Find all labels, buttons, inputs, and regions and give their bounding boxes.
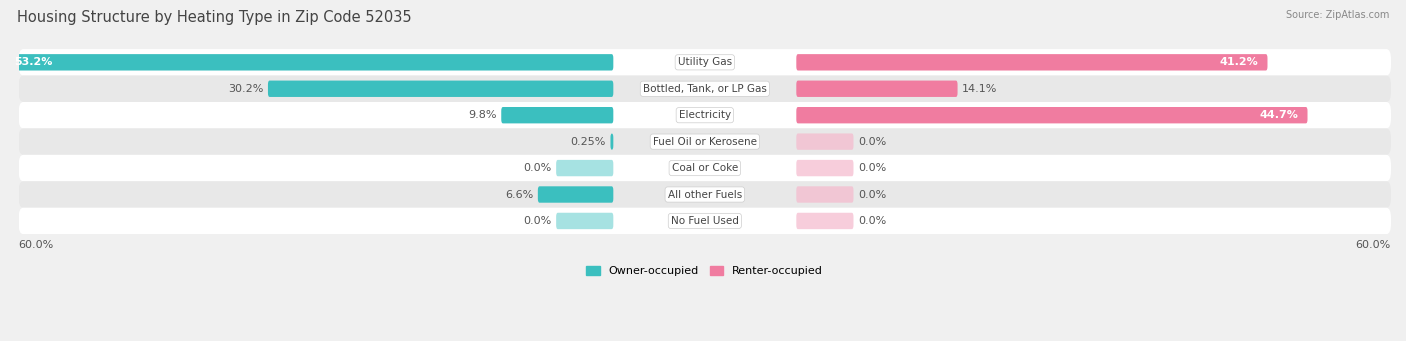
Text: 0.0%: 0.0%	[858, 137, 886, 147]
FancyBboxPatch shape	[538, 186, 613, 203]
Text: Coal or Coke: Coal or Coke	[672, 163, 738, 173]
Text: 0.0%: 0.0%	[523, 163, 551, 173]
FancyBboxPatch shape	[796, 213, 853, 229]
FancyBboxPatch shape	[796, 186, 853, 203]
FancyBboxPatch shape	[18, 129, 1391, 155]
Text: Source: ZipAtlas.com: Source: ZipAtlas.com	[1285, 10, 1389, 20]
Legend: Owner-occupied, Renter-occupied: Owner-occupied, Renter-occupied	[582, 261, 828, 280]
FancyBboxPatch shape	[18, 49, 1391, 76]
FancyBboxPatch shape	[18, 208, 1391, 234]
Text: 0.0%: 0.0%	[858, 163, 886, 173]
Text: 60.0%: 60.0%	[1355, 240, 1391, 250]
Text: 44.7%: 44.7%	[1260, 110, 1298, 120]
Text: 41.2%: 41.2%	[1219, 57, 1258, 67]
FancyBboxPatch shape	[18, 76, 1391, 102]
Text: Bottled, Tank, or LP Gas: Bottled, Tank, or LP Gas	[643, 84, 766, 94]
FancyBboxPatch shape	[796, 160, 853, 176]
FancyBboxPatch shape	[796, 80, 957, 97]
FancyBboxPatch shape	[557, 213, 613, 229]
FancyBboxPatch shape	[557, 160, 613, 176]
FancyBboxPatch shape	[796, 107, 1308, 123]
Text: 0.0%: 0.0%	[858, 190, 886, 199]
FancyBboxPatch shape	[796, 133, 853, 150]
Text: 30.2%: 30.2%	[228, 84, 263, 94]
FancyBboxPatch shape	[796, 54, 1267, 71]
Text: 60.0%: 60.0%	[18, 240, 53, 250]
FancyBboxPatch shape	[610, 133, 613, 150]
Text: Electricity: Electricity	[679, 110, 731, 120]
Text: 9.8%: 9.8%	[468, 110, 496, 120]
Text: Housing Structure by Heating Type in Zip Code 52035: Housing Structure by Heating Type in Zip…	[17, 10, 412, 25]
Text: All other Fuels: All other Fuels	[668, 190, 742, 199]
Text: 53.2%: 53.2%	[14, 57, 52, 67]
Text: 0.0%: 0.0%	[858, 216, 886, 226]
FancyBboxPatch shape	[18, 155, 1391, 181]
FancyBboxPatch shape	[269, 80, 613, 97]
Text: 14.1%: 14.1%	[962, 84, 997, 94]
FancyBboxPatch shape	[18, 181, 1391, 208]
FancyBboxPatch shape	[502, 107, 613, 123]
Text: Utility Gas: Utility Gas	[678, 57, 733, 67]
Text: Fuel Oil or Kerosene: Fuel Oil or Kerosene	[652, 137, 756, 147]
Text: 6.6%: 6.6%	[505, 190, 533, 199]
FancyBboxPatch shape	[4, 54, 613, 71]
Text: 0.0%: 0.0%	[523, 216, 551, 226]
Text: No Fuel Used: No Fuel Used	[671, 216, 738, 226]
FancyBboxPatch shape	[18, 102, 1391, 129]
Text: 0.25%: 0.25%	[571, 137, 606, 147]
